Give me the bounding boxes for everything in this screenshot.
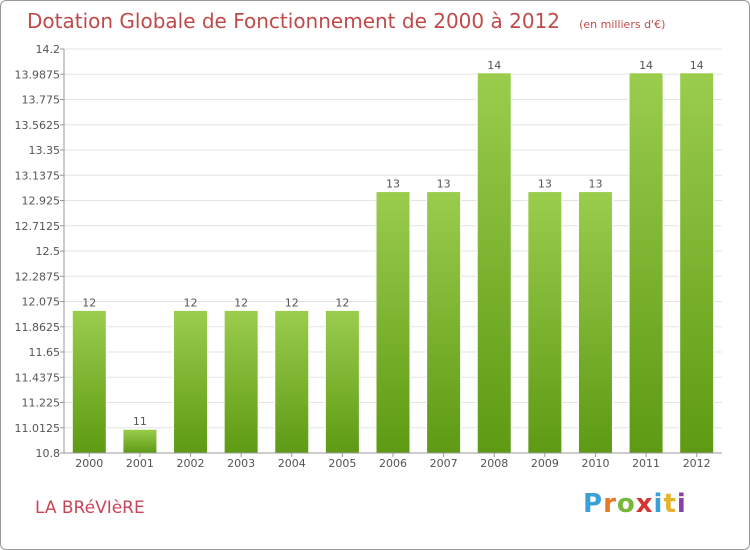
bar-2001[interactable]: [122, 428, 158, 454]
logo-letter: i: [653, 489, 664, 519]
chart-subtitle: (en milliers d'€): [579, 18, 666, 31]
proxiti-logo[interactable]: Proxiti: [583, 489, 687, 519]
x-tick-label: 2003: [227, 457, 255, 470]
y-tick-label: 10.8: [36, 447, 61, 460]
data-label: 11: [133, 415, 147, 428]
x-tick-label: 2000: [75, 457, 103, 470]
logo-letter: i: [676, 489, 687, 519]
title-row: Dotation Globale de Fonctionnement de 20…: [27, 9, 665, 33]
y-tick-label: 13.9875: [15, 68, 61, 81]
data-label: 12: [184, 296, 198, 309]
bar-2010[interactable]: [577, 191, 613, 454]
bar-2008[interactable]: [476, 72, 512, 454]
x-tick-label: 2001: [126, 457, 154, 470]
x-tick-label: 2009: [531, 457, 559, 470]
y-tick-label: 12.075: [22, 296, 61, 309]
data-label: 12: [234, 296, 248, 309]
data-label: 12: [285, 296, 299, 309]
data-label: 13: [538, 178, 552, 191]
logo-letter: x: [635, 489, 654, 519]
bar-2009[interactable]: [527, 191, 563, 454]
data-label: 14: [639, 59, 653, 72]
bar-2012[interactable]: [679, 72, 715, 454]
bars: 12 11 12 12 12 12 13 13 14 13 13 14 14: [71, 59, 715, 454]
y-tick-label: 11.65: [29, 346, 61, 359]
data-label: 12: [82, 296, 96, 309]
bar-2005[interactable]: [324, 309, 360, 454]
x-tick-label: 2004: [278, 457, 306, 470]
bar-2011[interactable]: [628, 72, 664, 454]
bar-2003[interactable]: [223, 309, 259, 454]
logo-letter: t: [663, 489, 677, 519]
data-label: 13: [437, 178, 451, 191]
y-tick-label: 12.5: [36, 245, 61, 258]
commune-name: LA BRéVIèRE: [35, 498, 145, 518]
x-tick-label: 2012: [683, 457, 711, 470]
bar-2000[interactable]: [71, 309, 107, 454]
x-tick-label: 2008: [480, 457, 508, 470]
x-tick-label: 2010: [581, 457, 609, 470]
data-label: 13: [386, 178, 400, 191]
logo-letter: o: [616, 489, 636, 519]
x-tick-label: 2006: [379, 457, 407, 470]
y-tick-label: 11.8625: [15, 321, 61, 334]
bar-2002[interactable]: [173, 309, 209, 454]
data-label: 13: [588, 178, 602, 191]
chart-title: Dotation Globale de Fonctionnement de 20…: [27, 9, 560, 33]
logo-letter: r: [603, 489, 617, 519]
y-tick-label: 14.2: [36, 43, 61, 56]
y-tick-label: 13.5625: [15, 119, 61, 132]
x-tick-label: 2002: [177, 457, 205, 470]
data-label: 12: [335, 296, 349, 309]
y-tick-label: 11.225: [22, 397, 61, 410]
data-label: 14: [690, 59, 704, 72]
data-label: 14: [487, 59, 501, 72]
y-tick-label: 12.925: [22, 195, 61, 208]
x-tick-label: 2005: [328, 457, 356, 470]
axes: 10.8 11.0125 11.225 11.4375 11.65 11.8625 12.0…: [15, 43, 722, 470]
y-tick-label: 13.1375: [15, 169, 61, 182]
bar-2007[interactable]: [426, 191, 462, 454]
bar-2006[interactable]: [375, 191, 411, 454]
y-tick-label: 13.775: [22, 94, 61, 107]
y-tick-label: 12.2875: [15, 270, 61, 283]
y-tick-label: 12.7125: [15, 220, 61, 233]
y-tick-label: 11.0125: [15, 422, 61, 435]
bar-2004[interactable]: [274, 309, 310, 454]
x-tick-label: 2007: [430, 457, 458, 470]
y-tick-label: 13.35: [29, 144, 61, 157]
y-tick-label: 11.4375: [15, 371, 61, 384]
logo-letter: P: [583, 489, 604, 519]
x-tick-label: 2011: [632, 457, 660, 470]
